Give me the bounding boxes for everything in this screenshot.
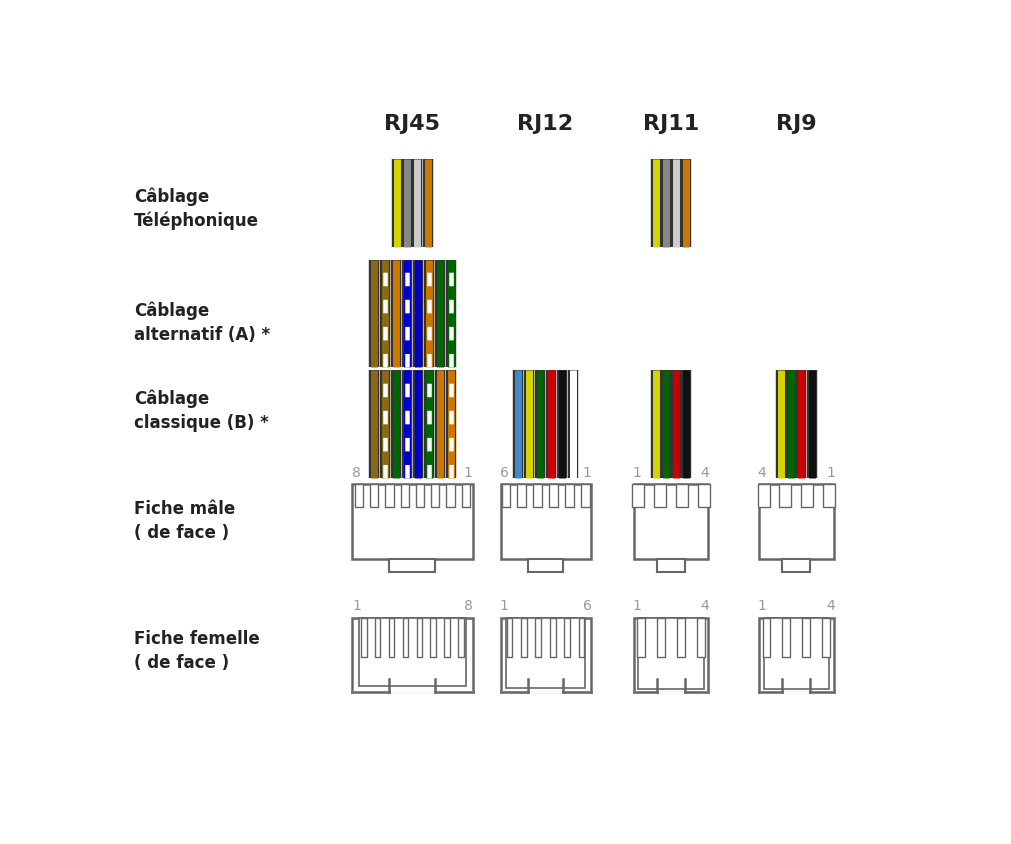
Bar [500, 484, 590, 560]
Bar [759, 618, 833, 693]
Text: 1: 1 [352, 598, 361, 613]
Text: 4: 4 [701, 466, 710, 479]
Bar [823, 484, 835, 507]
Bar [352, 484, 473, 560]
Bar [518, 484, 526, 507]
Bar [762, 618, 770, 657]
Bar [657, 560, 685, 572]
Text: 6: 6 [499, 466, 509, 479]
Bar [677, 618, 684, 657]
Bar [822, 618, 830, 657]
Bar [632, 484, 644, 507]
Bar [417, 618, 422, 657]
Bar [634, 484, 708, 560]
Bar [370, 484, 378, 507]
Bar [352, 618, 473, 693]
Bar [446, 484, 455, 507]
Bar [529, 560, 563, 572]
Text: 4: 4 [701, 598, 710, 613]
Bar [657, 618, 665, 657]
Text: 1: 1 [757, 598, 766, 613]
Text: 1: 1 [582, 466, 591, 479]
Bar [549, 484, 558, 507]
Text: 1: 1 [826, 466, 835, 479]
Bar [757, 484, 769, 507]
Text: 8: 8 [464, 598, 473, 613]
Bar [521, 618, 527, 657]
Bar [536, 618, 541, 657]
Text: Câblage
Téléphonique: Câblage Téléphonique [134, 187, 259, 230]
Bar [801, 484, 813, 507]
Bar [507, 618, 513, 657]
Text: RJ9: RJ9 [776, 114, 817, 134]
Bar [375, 618, 380, 657]
Bar [431, 618, 436, 657]
Bar [564, 618, 570, 657]
Bar [400, 484, 408, 507]
Text: 1: 1 [499, 598, 509, 613]
Bar [533, 484, 542, 507]
Bar [779, 484, 792, 507]
Bar [416, 484, 425, 507]
Bar [697, 618, 705, 657]
Bar [506, 618, 585, 688]
Bar [444, 618, 450, 657]
Bar [389, 618, 394, 657]
Text: Câblage
classique (B) *: Câblage classique (B) * [134, 389, 269, 431]
Text: 6: 6 [582, 598, 591, 613]
Bar [361, 618, 367, 657]
Text: 1: 1 [464, 466, 473, 479]
Bar [803, 618, 810, 657]
Bar [783, 618, 791, 657]
Bar [698, 484, 710, 507]
Bar [638, 618, 704, 689]
Bar [501, 484, 511, 507]
Bar [763, 618, 829, 689]
Text: 1: 1 [632, 598, 641, 613]
Bar [637, 618, 645, 657]
Bar [355, 484, 363, 507]
Text: RJ12: RJ12 [518, 114, 573, 134]
Text: RJ11: RJ11 [643, 114, 699, 134]
Text: 4: 4 [757, 466, 766, 479]
Bar [458, 618, 464, 657]
Bar [500, 618, 590, 693]
Bar [389, 560, 436, 572]
Bar [578, 618, 584, 657]
Bar [402, 618, 408, 657]
Bar [581, 484, 589, 507]
Text: 1: 1 [632, 466, 641, 479]
Text: Câblage
alternatif (A) *: Câblage alternatif (A) * [134, 301, 270, 344]
Bar [675, 484, 687, 507]
Bar [654, 484, 666, 507]
Text: Fiche mâle
( de face ): Fiche mâle ( de face ) [134, 500, 236, 541]
Bar [431, 484, 440, 507]
Bar [385, 484, 393, 507]
Text: RJ45: RJ45 [384, 114, 441, 134]
Bar [565, 484, 573, 507]
Bar [359, 618, 466, 687]
Bar [759, 484, 833, 560]
Bar [634, 618, 708, 693]
Bar [462, 484, 470, 507]
Text: Fiche femelle
( de face ): Fiche femelle ( de face ) [134, 630, 260, 671]
Bar [783, 560, 811, 572]
Text: 8: 8 [352, 466, 361, 479]
Bar [550, 618, 556, 657]
Text: 4: 4 [826, 598, 835, 613]
